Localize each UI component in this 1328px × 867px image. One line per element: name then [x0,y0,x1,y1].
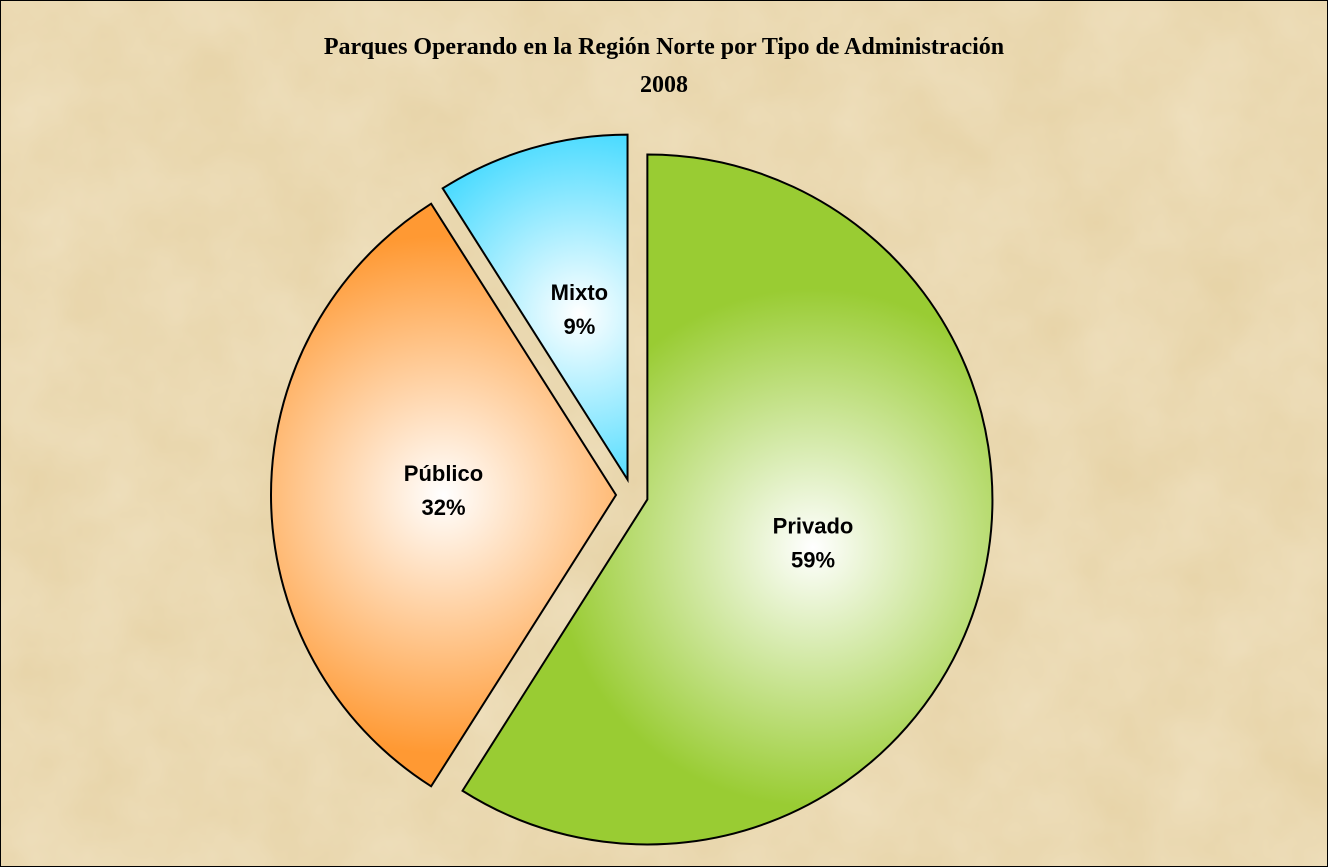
pie-slice [461,153,994,846]
slice-value-label: 9% [564,314,596,339]
pie-slice [270,202,618,788]
slice-label: Mixto [551,280,608,305]
slice-label: Privado [773,514,854,539]
slice-value-label: 32% [421,495,465,520]
slice-label: Público [404,461,483,486]
pie-slice [441,133,629,484]
slice-value-label: 59% [791,548,835,573]
chart-title: Parques Operando en la Región Norte por … [324,34,1004,60]
chart-subtitle: 2008 [640,72,688,98]
